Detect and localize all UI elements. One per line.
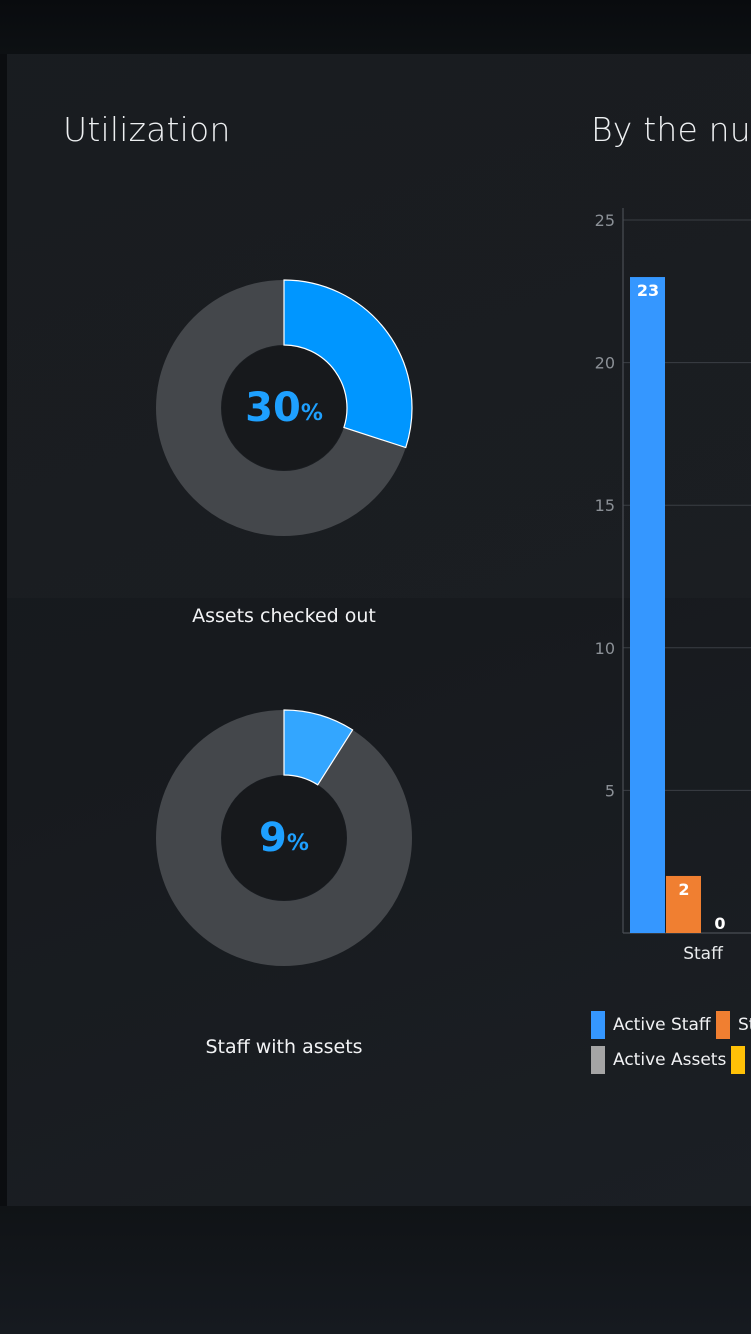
donut-slice (283, 279, 413, 449)
bottom-bar (0, 1206, 751, 1334)
utilization-title: Utilization (63, 110, 231, 149)
top-bar (0, 0, 751, 54)
bar-data-label: 0 (714, 914, 725, 933)
bar-data-label: 23 (637, 281, 659, 300)
donut-chart (156, 279, 413, 536)
legend-swatch (716, 1011, 730, 1039)
donut-value: 30 % (154, 278, 414, 538)
x-tick-label: Staff (683, 944, 724, 964)
donut-caption: Assets checked out (192, 605, 376, 627)
donut-hole (222, 346, 346, 470)
legend-swatch (591, 1046, 605, 1074)
y-tick-label: 5 (605, 781, 615, 800)
legend-item-active-staff: Active Staff (591, 1011, 711, 1039)
bar (666, 875, 701, 933)
legend-item-st: St (716, 1011, 751, 1039)
bar-data-label: 2 (678, 880, 689, 899)
donut-percent-sign: % (286, 830, 309, 856)
bar (630, 277, 665, 933)
donut-percent-number: 9 (259, 815, 287, 861)
donut-percent-sign: % (300, 400, 323, 426)
dashboard-panel (7, 54, 751, 1206)
donut-hole (222, 776, 346, 900)
legend-item-active-assets: Active Assets (591, 1046, 726, 1074)
staff-with-assets-donut: 9 % (154, 708, 414, 968)
donut-slice (283, 709, 354, 786)
y-tick-label: 25 (595, 211, 615, 230)
donut-chart (156, 709, 412, 966)
donut-caption: Staff with assets (205, 1036, 363, 1058)
legend-label: Active Staff (613, 1015, 711, 1035)
y-tick-label: 10 (595, 639, 615, 658)
numbers-title: By the num (591, 110, 751, 149)
donut-percent-number: 30 (245, 385, 301, 431)
y-tick-label: 20 (595, 354, 615, 373)
legend-swatch (731, 1046, 745, 1074)
y-tick-label: 15 (595, 496, 615, 515)
legend-label: St (738, 1015, 751, 1035)
legend-swatch (591, 1011, 605, 1039)
donut-value: 9 % (154, 708, 414, 968)
legend-item-yellow (731, 1046, 751, 1074)
legend-label: Active Assets (613, 1050, 727, 1070)
assets-checked-out-donut: 30 % (154, 278, 414, 538)
